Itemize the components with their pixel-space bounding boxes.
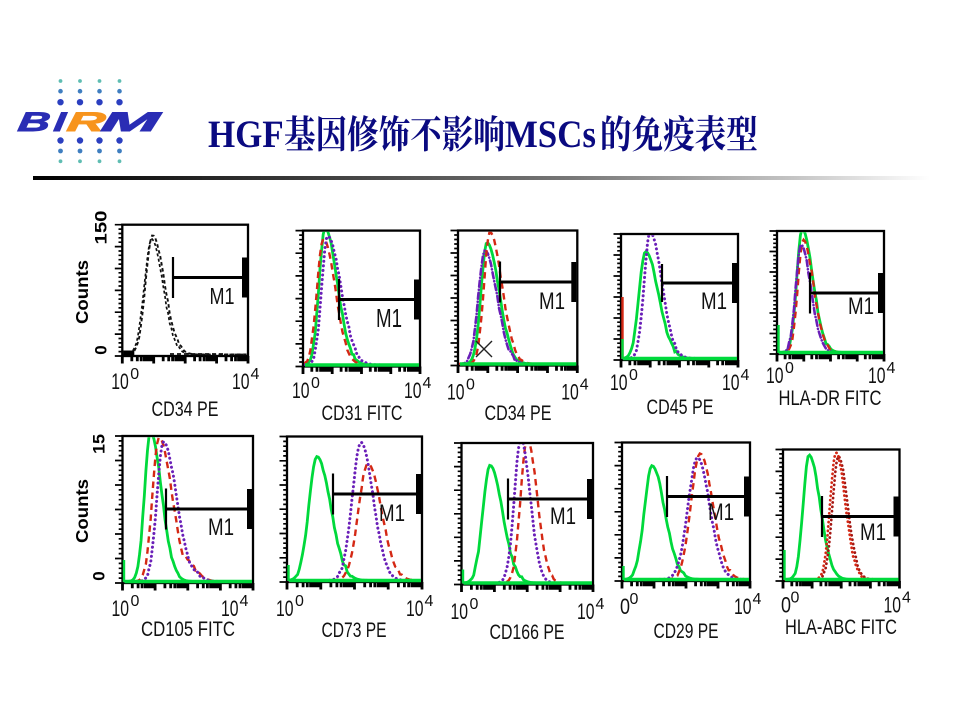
- svg-text:0: 0: [295, 593, 304, 610]
- svg-text:10: 10: [406, 596, 424, 621]
- svg-text:CD29 PE: CD29 PE: [654, 620, 719, 643]
- svg-text:10: 10: [734, 594, 752, 619]
- svg-text:CD34 PE: CD34 PE: [152, 398, 219, 421]
- svg-text:10: 10: [561, 380, 579, 405]
- svg-text:10: 10: [221, 596, 239, 621]
- svg-text:CD73 PE: CD73 PE: [322, 619, 387, 642]
- svg-text:0: 0: [131, 593, 140, 610]
- svg-text:CD166 PE: CD166 PE: [490, 621, 565, 644]
- svg-text:4: 4: [902, 590, 911, 607]
- svg-text:CD45 PE: CD45 PE: [647, 396, 714, 419]
- svg-text:0: 0: [92, 345, 111, 354]
- svg-text:Counts: Counts: [72, 260, 92, 324]
- svg-text:4: 4: [741, 367, 750, 384]
- svg-text:150: 150: [92, 211, 111, 245]
- svg-text:CD105 FITC: CD105 FITC: [141, 618, 235, 641]
- svg-text:10: 10: [111, 369, 129, 394]
- svg-text:0: 0: [311, 375, 320, 392]
- svg-text:0: 0: [90, 571, 109, 580]
- svg-text:M1: M1: [210, 283, 235, 309]
- svg-text:CD31 FITC: CD31 FITC: [322, 402, 403, 425]
- svg-text:M1: M1: [860, 519, 886, 546]
- svg-text:HLA-DR FITC: HLA-DR FITC: [779, 387, 882, 410]
- svg-text:10: 10: [276, 596, 294, 621]
- svg-text:10: 10: [112, 596, 130, 621]
- svg-text:0: 0: [630, 591, 639, 608]
- svg-text:10: 10: [451, 599, 469, 624]
- svg-text:M1: M1: [701, 288, 727, 315]
- svg-text:10: 10: [722, 370, 740, 395]
- svg-text:0: 0: [470, 596, 479, 613]
- svg-text:10: 10: [404, 378, 422, 403]
- svg-text:R: R: [65, 106, 108, 137]
- svg-text:10: 10: [610, 370, 628, 395]
- svg-text:10: 10: [577, 599, 595, 624]
- svg-text:4: 4: [425, 593, 434, 610]
- svg-text:0: 0: [130, 366, 139, 383]
- svg-text:M1: M1: [708, 499, 734, 526]
- svg-text:4: 4: [251, 366, 260, 383]
- svg-text:M1: M1: [539, 288, 565, 315]
- svg-text:M1: M1: [208, 514, 234, 541]
- svg-text:4: 4: [596, 596, 605, 613]
- svg-text:0: 0: [620, 594, 630, 619]
- svg-text:M1: M1: [550, 503, 576, 530]
- svg-text:10: 10: [292, 378, 310, 403]
- svg-text:M1: M1: [848, 293, 874, 320]
- svg-text:0: 0: [791, 590, 800, 607]
- svg-text:4: 4: [580, 377, 589, 394]
- svg-text:4: 4: [423, 375, 432, 392]
- svg-text:15: 15: [90, 434, 109, 454]
- svg-text:10: 10: [884, 593, 902, 618]
- svg-text:10: 10: [447, 380, 465, 405]
- svg-text:0: 0: [785, 360, 794, 377]
- svg-text:10: 10: [232, 369, 250, 394]
- svg-text:4: 4: [240, 593, 249, 610]
- svg-text:B: B: [16, 106, 52, 137]
- svg-text:Counts: Counts: [72, 479, 92, 543]
- svg-text:0: 0: [781, 593, 791, 618]
- svg-text:M: M: [99, 106, 165, 137]
- svg-text:10: 10: [868, 363, 886, 388]
- svg-text:HLA-ABC FITC: HLA-ABC FITC: [785, 616, 897, 639]
- svg-text:4: 4: [753, 591, 762, 608]
- svg-text:0: 0: [629, 367, 638, 384]
- svg-text:M1: M1: [376, 303, 402, 333]
- svg-text:0: 0: [466, 377, 475, 394]
- svg-text:M1: M1: [379, 500, 405, 527]
- svg-text:10: 10: [766, 363, 784, 388]
- svg-text:CD34 PE: CD34 PE: [485, 402, 552, 425]
- svg-text:4: 4: [887, 360, 896, 377]
